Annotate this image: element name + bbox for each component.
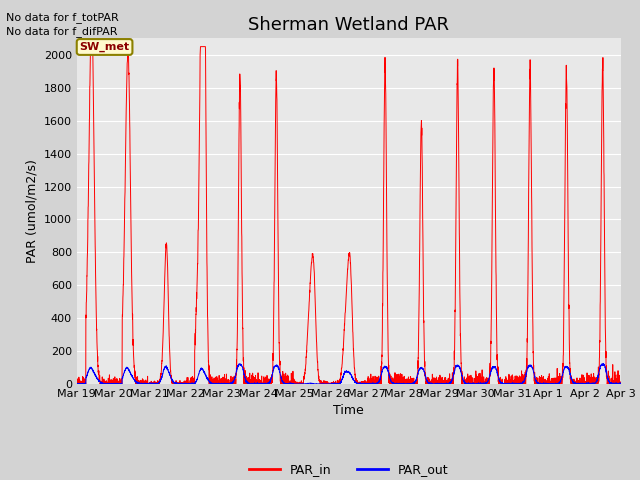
Title: Sherman Wetland PAR: Sherman Wetland PAR [248, 16, 449, 34]
Legend: PAR_in, PAR_out: PAR_in, PAR_out [244, 458, 454, 480]
Text: No data for f_difPAR: No data for f_difPAR [6, 26, 118, 37]
Text: No data for f_totPAR: No data for f_totPAR [6, 12, 119, 23]
X-axis label: Time: Time [333, 405, 364, 418]
Text: SW_met: SW_met [79, 42, 130, 52]
Y-axis label: PAR (umol/m2/s): PAR (umol/m2/s) [25, 159, 38, 263]
